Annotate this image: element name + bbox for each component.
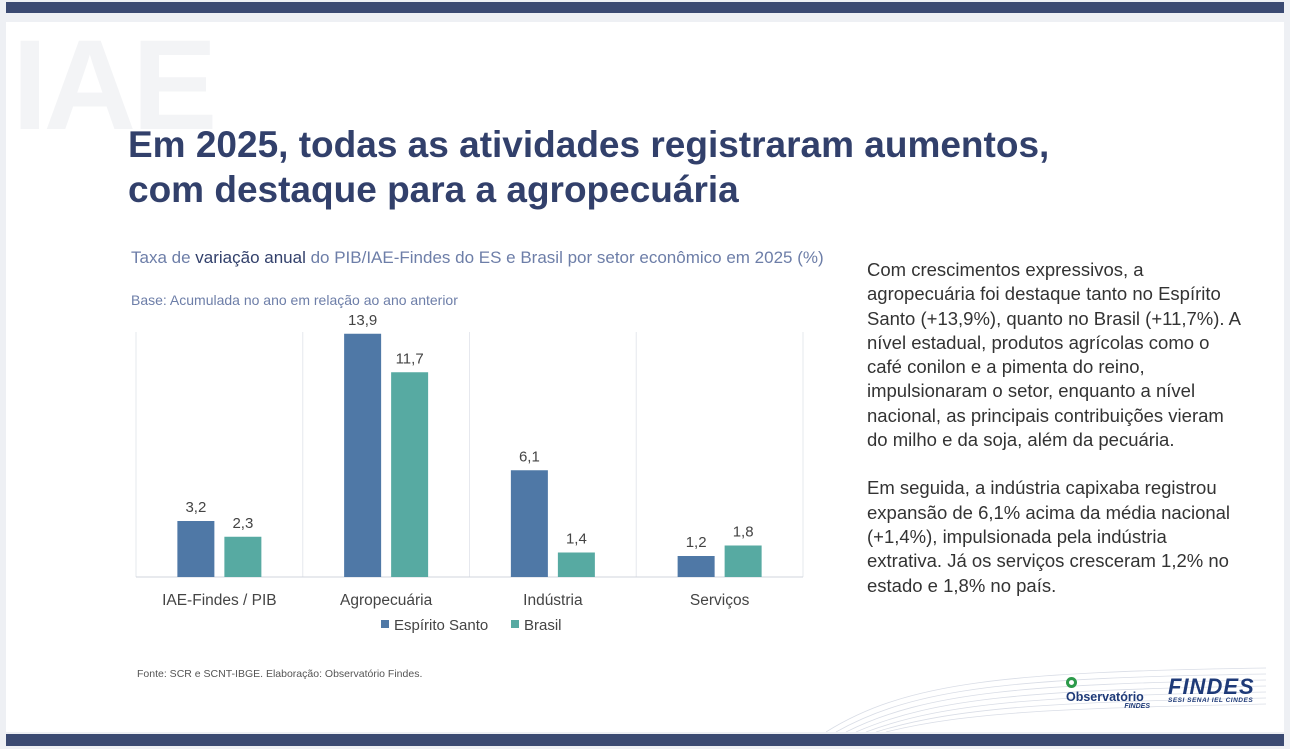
data-label: 1,4 [566, 531, 587, 548]
data-label: 11,7 [396, 350, 424, 367]
x-tick-label: Agropecuária [340, 592, 433, 609]
commentary-paragraph-1: Com crescimentos expressivos, a agropecu… [867, 259, 1240, 451]
bar-brasil [391, 372, 429, 577]
legend-label: Espírito Santo [394, 617, 488, 634]
bar-espirito-santo [177, 521, 215, 577]
observatorio-logo: Observatório FINDES [1066, 676, 1150, 710]
chart-title-strong: variação anual [195, 248, 306, 267]
chart-source: Fonte: SCR e SCNT-IBGE. Elaboração: Obse… [137, 668, 423, 680]
observatorio-o-icon [1066, 677, 1077, 688]
bar-brasil [724, 545, 762, 577]
legend-swatch [381, 620, 389, 628]
data-label: 3,2 [185, 499, 206, 516]
x-tick-label: Serviços [690, 592, 750, 609]
slide: IAE Em 2025, todas as atividades registr… [6, 22, 1284, 732]
findes-logo-text: FINDES [1168, 674, 1255, 699]
data-label: 1,8 [733, 524, 754, 541]
bar-espirito-santo [677, 556, 715, 577]
bar-brasil [557, 552, 595, 577]
data-label: 13,9 [348, 312, 377, 329]
data-label: 1,2 [686, 534, 707, 551]
decorative-wave [826, 667, 1266, 732]
legend-swatch [511, 620, 519, 628]
chart-subtitle: Base: Acumulada no ano em relação ao ano… [131, 292, 458, 308]
findes-logo-sub: SESI SENAI IEL CINDES [1168, 697, 1254, 704]
watermark-iae: IAE [12, 22, 217, 157]
bar-espirito-santo [344, 333, 382, 577]
legend-label: Brasil [524, 617, 562, 634]
chart-title-pre: Taxa de [131, 248, 196, 267]
data-label: 6,1 [519, 448, 540, 465]
commentary-paragraph-2: Em seguida, a indústria capixaba registr… [867, 477, 1231, 596]
observatorio-logo-sub: FINDES [1124, 703, 1150, 710]
bottom-bar [6, 734, 1284, 746]
data-label: 2,3 [232, 515, 253, 532]
slide-headline: Em 2025, todas as atividades registraram… [128, 122, 1108, 212]
bar-espirito-santo [510, 470, 548, 577]
observatorio-logo-text: Observatório [1066, 690, 1144, 704]
chart-title-post: do PIB/IAE-Findes do ES e Brasil por set… [305, 248, 824, 267]
bar-brasil [224, 536, 262, 577]
bar-chart: 3,2 2,3 IAE-Findes / PIB 13,9 11,7 Agropecuár… [135, 312, 804, 634]
commentary: Com crescimentos expressivos, a agropecu… [867, 258, 1242, 622]
top-bar [6, 2, 1284, 13]
chart-title: Taxa de variação anual do PIB/IAE-Findes… [131, 246, 831, 269]
x-tick-label: IAE-Findes / PIB [162, 592, 277, 609]
headline-line-1: Em 2025, todas as atividades registraram… [128, 124, 1050, 165]
headline-line-2: com destaque para a agropecuária [128, 169, 739, 210]
x-tick-label: Indústria [523, 592, 583, 609]
findes-logo: FINDES SESI SENAI IEL CINDES [1168, 674, 1258, 704]
